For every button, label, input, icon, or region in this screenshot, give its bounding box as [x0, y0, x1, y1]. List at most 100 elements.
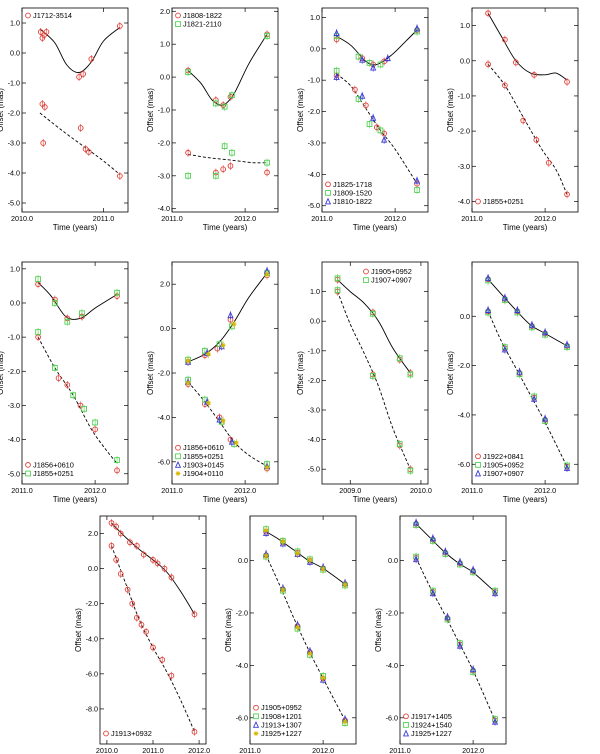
legend-entry: J1809-1520 — [333, 188, 372, 197]
x-tick-label: 2011.0 — [11, 486, 32, 495]
data-point — [52, 300, 58, 306]
y-tick-label: -8.0 — [86, 704, 98, 713]
x-tick-label: 2011.0 — [239, 746, 260, 754]
y-tick-label: -5.0 — [308, 465, 320, 474]
data-point — [114, 289, 120, 296]
y-tick-label: 0.0 — [160, 324, 170, 333]
data-point — [370, 310, 376, 317]
x-axis-label: Time (years) — [203, 223, 248, 232]
data-point — [231, 321, 237, 327]
legend-entry: J1925+1227 — [411, 729, 452, 738]
data-point — [470, 565, 477, 573]
legend-entry: J1924+1540 — [411, 720, 452, 729]
plot-frame — [99, 515, 207, 745]
legend-entry: J1905+0952 — [261, 703, 302, 712]
data-point — [280, 539, 286, 545]
data-point — [159, 656, 166, 663]
x-tick-label: 2012.0 — [462, 746, 484, 754]
data-point — [88, 56, 95, 62]
data-point — [216, 415, 223, 423]
data-point — [150, 644, 156, 651]
x-tick-label: 2011.0 — [461, 486, 482, 495]
data-point — [264, 169, 270, 176]
y-tick-label: 2.0 — [88, 529, 98, 538]
y-tick-label: 1.0 — [310, 287, 320, 296]
y-axis-label: Offset (mas) — [446, 351, 455, 395]
y-tick-label: -2.0 — [458, 127, 470, 136]
data-point — [113, 523, 119, 530]
data-point — [64, 318, 71, 325]
y-tick-label: -5.0 — [308, 201, 320, 210]
y-axis-label: Offset (mas) — [0, 88, 5, 132]
plot-frame — [321, 7, 429, 213]
data-point — [366, 60, 373, 66]
dashed-fit-line — [37, 336, 118, 464]
data-point — [501, 345, 508, 353]
x-tick-label: 2012.0 — [234, 486, 256, 495]
data-point — [377, 127, 384, 134]
data-point — [124, 586, 131, 593]
data-point — [355, 53, 362, 60]
data-point — [37, 29, 44, 35]
data-point — [221, 103, 228, 110]
x-tick-label: 2012.0 — [384, 214, 406, 223]
data-point — [108, 520, 115, 526]
legend-entry: J1922+0841 — [483, 452, 524, 461]
data-point — [475, 198, 481, 205]
data-point — [233, 440, 239, 446]
y-tick-label: 1.0 — [10, 19, 20, 28]
data-point — [542, 414, 549, 422]
data-point — [307, 557, 313, 563]
data-point — [108, 542, 115, 549]
data-point — [80, 71, 87, 77]
data-point — [413, 176, 421, 184]
y-tick-label: -2.0 — [158, 138, 170, 147]
data-point — [175, 453, 181, 460]
data-point — [324, 197, 332, 205]
x-axis-label: Time (years) — [353, 223, 398, 232]
data-point — [429, 589, 436, 597]
y-tick-label: -4.0 — [458, 197, 470, 206]
y-tick-label: -1.0 — [308, 76, 320, 85]
legend-entry: J1905+0952 — [483, 460, 524, 469]
data-point — [76, 74, 82, 80]
y-tick-label: -3.0 — [308, 138, 320, 147]
x-tick-label: 2011.0 — [461, 214, 482, 223]
x-tick-label: 2011.0 — [93, 214, 114, 223]
x-tick-label: 2012.0 — [534, 486, 556, 495]
y-tick-label: -4.0 — [236, 661, 248, 670]
x-tick-label: 2011.0 — [311, 214, 332, 223]
dashed-fit-line — [265, 555, 346, 721]
data-point — [513, 59, 519, 66]
plot-frame — [21, 7, 129, 213]
y-tick-label: -2.0 — [308, 107, 320, 116]
data-point — [86, 149, 92, 155]
x-tick-label: 2012.0 — [84, 486, 106, 495]
data-point — [175, 444, 181, 451]
solid-fit-line — [111, 522, 195, 615]
data-point — [55, 375, 62, 381]
legend-entry: J1855+0251 — [483, 197, 524, 206]
data-point — [366, 121, 373, 127]
y-tick-label: 0.0 — [310, 317, 320, 326]
y-tick-label: -4.0 — [8, 169, 20, 178]
data-point — [396, 441, 403, 447]
data-point — [295, 550, 300, 556]
data-point — [79, 310, 85, 317]
legend: J1855+0251 — [475, 197, 524, 206]
y-axis-label: Offset (mas) — [374, 608, 383, 652]
data-point — [41, 104, 48, 110]
legend-entry: J1810-1822 — [333, 197, 372, 206]
data-point — [474, 469, 482, 477]
data-point — [545, 159, 552, 166]
data-point — [206, 400, 211, 406]
y-tick-label: -2.0 — [386, 608, 398, 617]
data-point — [191, 728, 198, 735]
data-point — [533, 137, 540, 143]
x-axis-label: Time (years) — [53, 495, 98, 504]
data-point — [563, 464, 571, 471]
